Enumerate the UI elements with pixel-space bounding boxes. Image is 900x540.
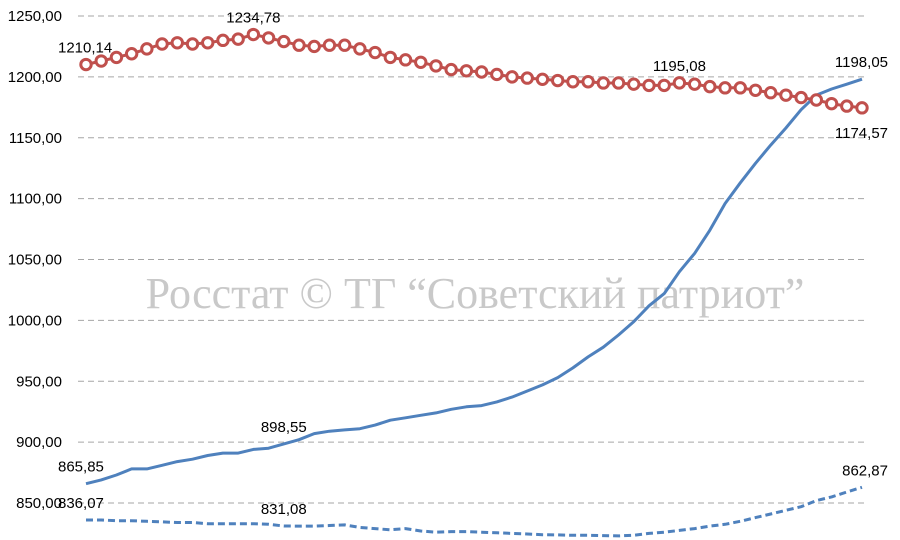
data-point — [459, 64, 474, 78]
series-line — [85, 32, 863, 110]
y-tick-label: 950,00 — [16, 373, 62, 390]
data-point — [703, 79, 717, 94]
data-point — [337, 38, 352, 52]
y-axis-ticks: 1250,00 1200,00 1150,00 1100,00 1050,00 1000,… — [8, 8, 62, 512]
data-labels: 1210,14 1234,78 1195,08 1174,57 1198,05 865,8… — [58, 10, 888, 519]
data-point — [261, 31, 276, 45]
gridlines — [78, 15, 868, 504]
data-point — [748, 83, 763, 97]
data-point — [657, 78, 671, 93]
data-label: 865,85 — [58, 459, 104, 476]
data-label: 898,55 — [261, 419, 307, 436]
data-point — [185, 37, 200, 51]
data-point — [216, 33, 230, 48]
data-point — [718, 81, 732, 95]
data-point — [140, 42, 154, 56]
data-point — [429, 59, 443, 73]
watermark: Росстат © ТГ “Советский патриот” — [146, 269, 805, 318]
data-label: 1210,14 — [58, 40, 112, 57]
data-point — [490, 67, 504, 82]
data-point — [642, 78, 656, 93]
data-point — [414, 55, 428, 69]
data-label: 831,08 — [261, 501, 307, 518]
data-point — [109, 50, 124, 65]
data-point — [322, 38, 337, 52]
data-point — [155, 37, 169, 51]
data-point — [733, 81, 747, 95]
data-point — [550, 73, 565, 88]
data-point — [764, 86, 778, 100]
data-point — [474, 65, 489, 79]
data-point — [277, 34, 291, 49]
y-tick-label: 1100,00 — [9, 191, 62, 208]
data-point — [794, 90, 808, 105]
y-tick-label: 1000,00 — [8, 312, 62, 329]
data-point — [581, 75, 595, 89]
data-point — [398, 53, 413, 67]
data-point — [292, 38, 306, 52]
data-point — [383, 50, 398, 65]
y-tick-label: 900,00 — [16, 434, 62, 451]
data-label: 1234,78 — [226, 10, 280, 27]
data-point — [444, 62, 458, 77]
y-tick-label: 1050,00 — [8, 252, 62, 269]
data-point — [840, 99, 854, 113]
data-point — [824, 96, 839, 111]
y-tick-label: 1250,00 — [8, 8, 62, 25]
data-point — [505, 70, 519, 84]
data-point — [627, 77, 641, 91]
data-point — [596, 76, 611, 90]
y-tick-label: 850,00 — [16, 495, 62, 512]
series-solid — [85, 77, 863, 486]
data-point — [809, 93, 824, 107]
data-point — [855, 101, 869, 115]
y-tick-label: 1200,00 — [8, 69, 62, 86]
series-line — [85, 77, 863, 486]
data-point — [170, 36, 184, 50]
data-point — [124, 47, 139, 61]
y-tick-label: 1150,00 — [9, 130, 62, 147]
data-point — [566, 75, 580, 89]
data-point — [94, 54, 108, 68]
data-point — [368, 45, 382, 60]
data-label: 836,07 — [58, 495, 104, 512]
data-label: 1195,08 — [653, 58, 706, 75]
data-point — [672, 76, 687, 90]
series-dashed — [86, 485, 863, 538]
series-line — [86, 485, 863, 538]
data-point — [353, 42, 367, 56]
data-point — [535, 72, 550, 87]
data-point — [779, 88, 793, 102]
data-point — [307, 39, 321, 54]
data-label: 862,87 — [842, 462, 888, 479]
data-label: 1174,57 — [835, 125, 888, 142]
data-point — [246, 27, 261, 42]
series-layer — [79, 27, 869, 538]
data-point — [79, 57, 93, 72]
series-red-markers — [79, 27, 869, 115]
data-point — [201, 36, 215, 50]
data-point — [611, 76, 626, 90]
data-point — [520, 71, 534, 85]
data-label: 1198,05 — [835, 54, 888, 71]
data-point — [231, 32, 245, 46]
data-point — [687, 77, 702, 91]
